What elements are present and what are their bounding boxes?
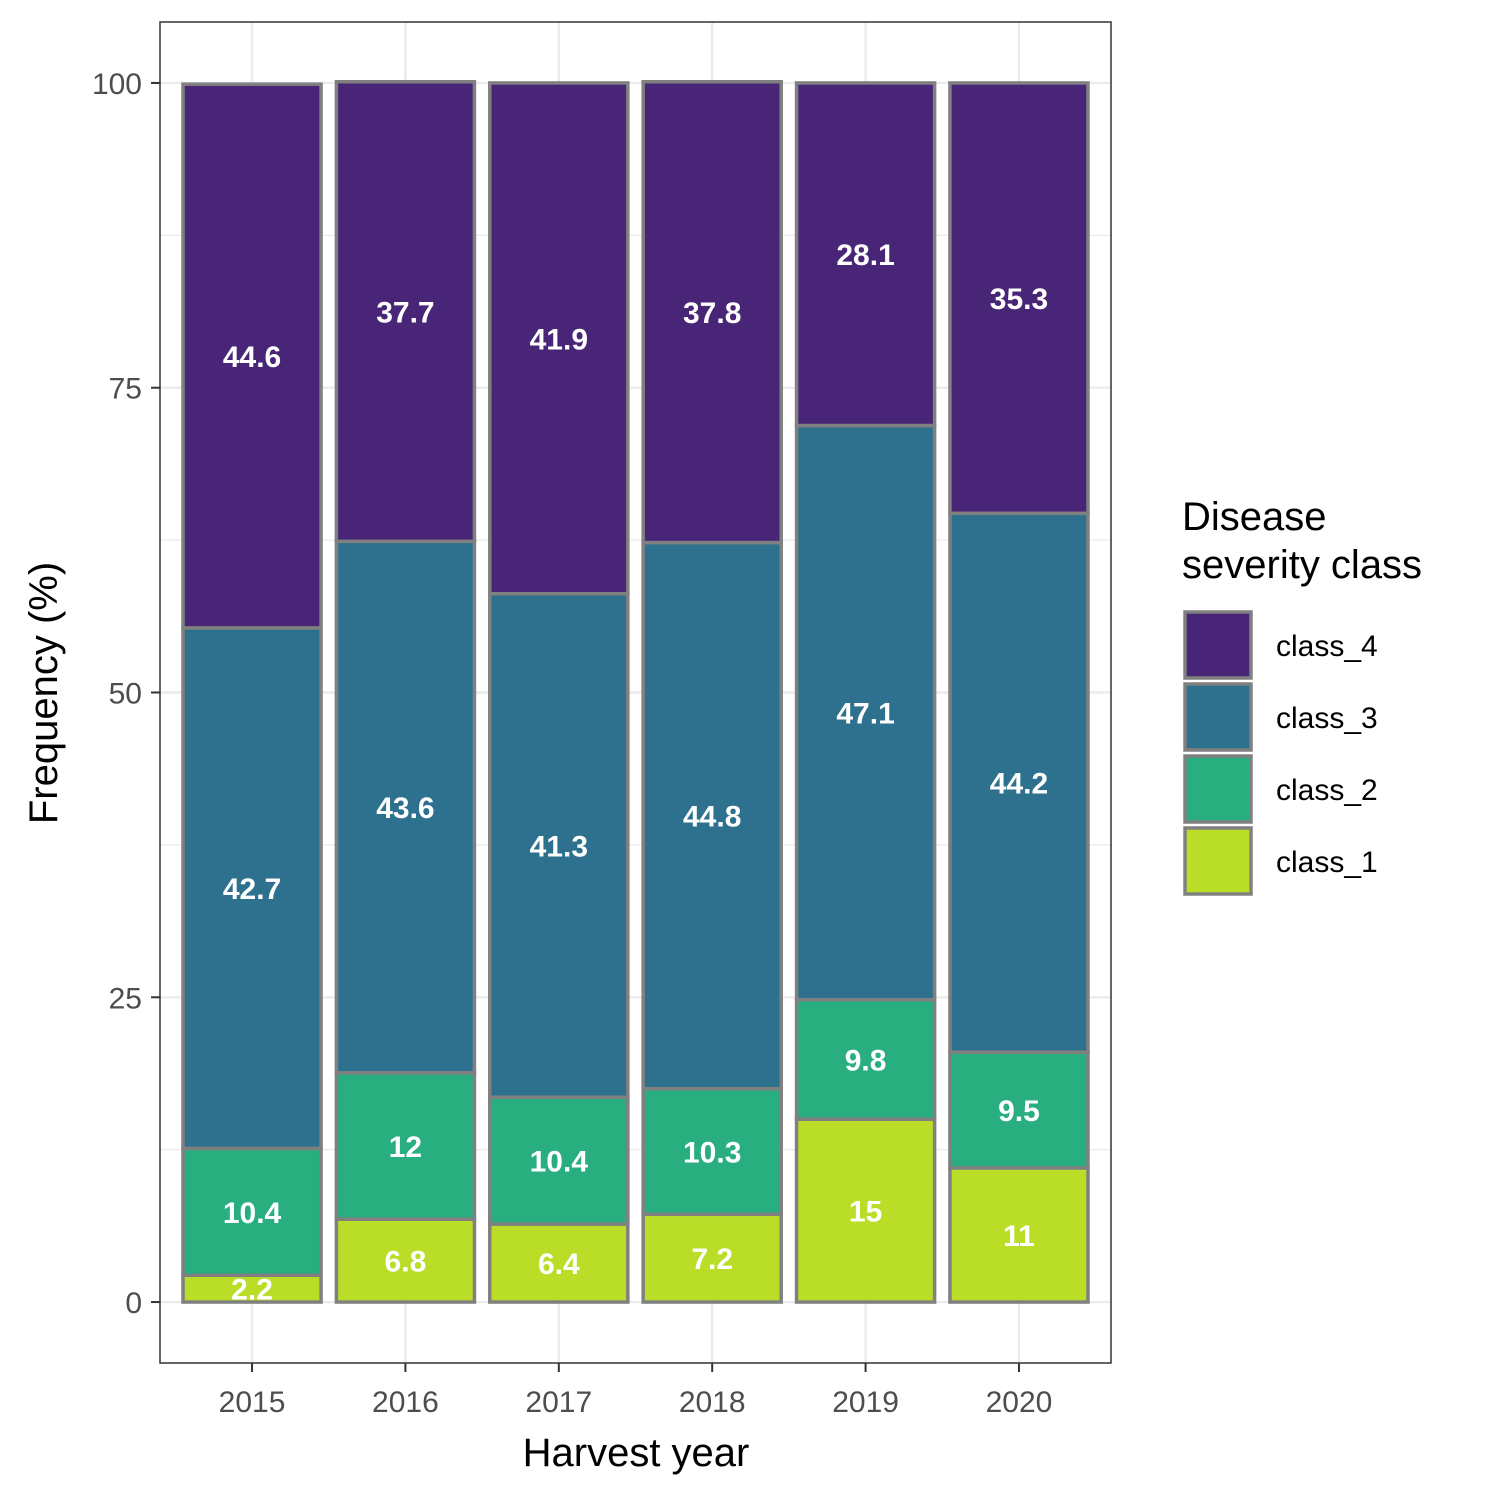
bar-segment-class_3-2019 bbox=[794, 423, 937, 1002]
legend-label-class_2: class_2 bbox=[1276, 774, 1378, 807]
bar-segment-class_2-2016 bbox=[334, 1071, 477, 1221]
legend-key-class_3 bbox=[1183, 682, 1253, 752]
data-label-class_4-2015: 44.6 bbox=[223, 341, 281, 374]
data-label-class_2-2018: 10.3 bbox=[683, 1136, 741, 1169]
bar-segment-class_4-2018 bbox=[641, 79, 783, 545]
data-label-class_4-2020: 35.3 bbox=[990, 283, 1048, 316]
data-label-class_3-2018: 44.8 bbox=[683, 801, 741, 834]
bar-segment-class_4-2019 bbox=[794, 81, 937, 428]
bar-segment-class_1-2015 bbox=[181, 1273, 323, 1304]
x-tick-label: 2020 bbox=[986, 1386, 1053, 1419]
data-label-class_3-2016: 43.6 bbox=[376, 792, 434, 825]
data-label-class_2-2016: 12 bbox=[389, 1131, 422, 1164]
data-label-class_3-2017: 41.3 bbox=[530, 830, 588, 863]
x-axis: 2015 2016 2017 2018 2019 2020 bbox=[219, 1363, 1053, 1419]
legend-title-line: Disease bbox=[1182, 495, 1327, 539]
data-label-class_4-2019: 28.1 bbox=[836, 239, 894, 272]
legend-label-class_4: class_4 bbox=[1276, 630, 1378, 663]
data-label-class_2-2017: 10.4 bbox=[530, 1146, 589, 1179]
data-label-class_4-2016: 37.7 bbox=[376, 297, 434, 330]
legend-key-class_1 bbox=[1183, 826, 1253, 896]
bar-segment-class_2-2019 bbox=[794, 997, 937, 1121]
bar-segment-class_3-2018 bbox=[641, 540, 783, 1091]
data-label-class_3-2015: 42.7 bbox=[223, 873, 281, 906]
data-label-class_2-2019: 9.8 bbox=[845, 1044, 887, 1077]
data-label-class_4-2017: 41.9 bbox=[530, 323, 588, 356]
data-label-class_2-2020: 9.5 bbox=[998, 1095, 1040, 1128]
x-tick-label: 2016 bbox=[372, 1386, 439, 1419]
y-tick-label: 100 bbox=[92, 68, 142, 101]
y-tick-label: 0 bbox=[125, 1287, 142, 1320]
bar-segment-class_1-2020 bbox=[948, 1166, 1090, 1304]
data-label-class_1-2015: 2.2 bbox=[231, 1274, 273, 1307]
x-tick-label: 2019 bbox=[832, 1386, 899, 1419]
bar-segment-class_1-2018 bbox=[641, 1212, 783, 1304]
data-label-class_3-2019: 47.1 bbox=[836, 698, 894, 731]
legend-title-line: severity class bbox=[1182, 543, 1422, 587]
data-label-class_2-2015: 10.4 bbox=[223, 1197, 282, 1230]
bar-segment-class_4-2016 bbox=[334, 79, 477, 544]
bar-segment-class_3-2017 bbox=[488, 592, 630, 1099]
bar-labels: 2.2 10.4 42.7 44.6 6.8 12 43.6 37.7 6.4 10.4 41.3 4… bbox=[223, 239, 1048, 1306]
legend-label-class_1: class_1 bbox=[1276, 846, 1378, 879]
data-label-class_1-2019: 15 bbox=[849, 1196, 882, 1229]
x-axis-title: Harvest year bbox=[523, 1431, 750, 1475]
bars bbox=[181, 79, 1090, 1304]
x-tick-label: 2017 bbox=[525, 1386, 592, 1419]
y-axis-title: Frequency (%) bbox=[22, 562, 66, 824]
bar-segment-class_2-2018 bbox=[641, 1086, 783, 1217]
x-tick-label: 2018 bbox=[679, 1386, 746, 1419]
data-label-class_1-2017: 6.4 bbox=[538, 1248, 580, 1281]
bar-segment-class_4-2017 bbox=[488, 81, 630, 596]
bar-segment-class_3-2015 bbox=[181, 626, 323, 1151]
x-tick-label: 2015 bbox=[219, 1386, 286, 1419]
data-label-class_1-2016: 6.8 bbox=[385, 1246, 427, 1279]
y-tick-label: 25 bbox=[109, 982, 142, 1015]
bar-segment-class_2-2020 bbox=[948, 1050, 1090, 1170]
bar-segment-class_1-2019 bbox=[794, 1117, 937, 1304]
bar-segment-class_4-2020 bbox=[948, 81, 1090, 516]
y-axis: 0 25 50 75 100 bbox=[92, 68, 160, 1320]
y-tick-label: 75 bbox=[109, 373, 142, 406]
bar-segment-class_2-2017 bbox=[488, 1095, 630, 1226]
legend-label-class_3: class_3 bbox=[1276, 702, 1378, 735]
bar-segment-class_1-2016 bbox=[334, 1217, 477, 1304]
data-label-class_4-2018: 37.8 bbox=[683, 297, 741, 330]
legend-key-class_4 bbox=[1183, 610, 1253, 680]
data-label-class_1-2018: 7.2 bbox=[691, 1243, 733, 1276]
y-tick-label: 50 bbox=[109, 678, 142, 711]
bar-segment-class_4-2015 bbox=[181, 82, 323, 630]
bar-segment-class_3-2020 bbox=[948, 511, 1090, 1054]
data-label-class_1-2020: 11 bbox=[1003, 1220, 1035, 1253]
legend-key-class_2 bbox=[1183, 754, 1253, 824]
data-label-class_3-2020: 44.2 bbox=[990, 768, 1048, 801]
